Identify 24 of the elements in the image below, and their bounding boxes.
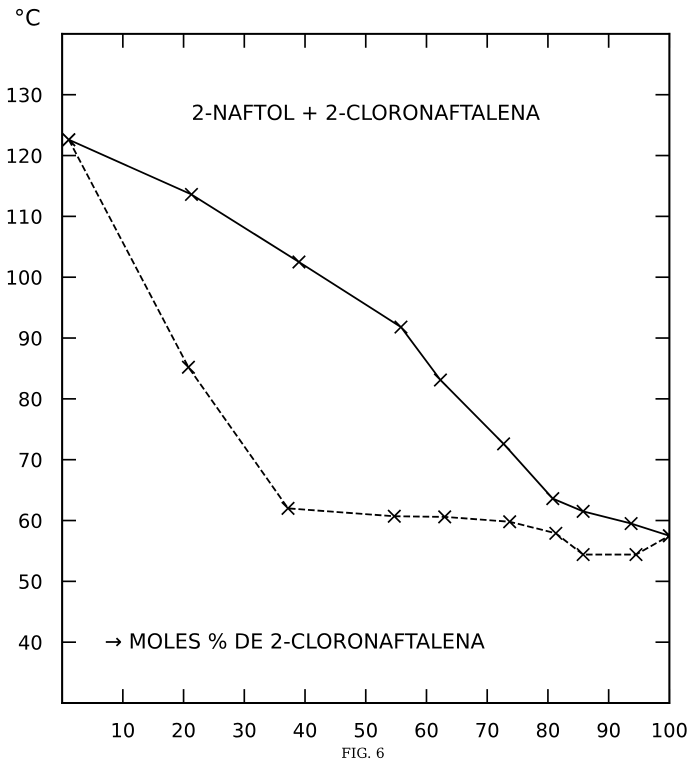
x-tick-label: 40	[294, 722, 316, 738]
x-tick-label: 90	[598, 722, 620, 738]
y-tick-label: 130	[8, 88, 42, 102]
y-tick-label: 40	[18, 635, 42, 650]
y-tick-label: 110	[8, 209, 42, 224]
text: 2-NAFTOL + 2-CLORONAFTALENA	[193, 104, 540, 120]
y-tick-label: 100	[8, 270, 42, 285]
annotation: → MOLES % DE 2-CLORONAFTALENA	[106, 633, 485, 649]
caption: FIG. 6	[342, 748, 384, 758]
x-tick-label: 20	[172, 722, 195, 738]
x-tick-label: 10	[112, 722, 134, 738]
y-tick-label: 70	[20, 452, 42, 468]
y-tick-label: 50	[19, 574, 42, 590]
x-tick-label: 70	[476, 722, 498, 738]
x-tick-label: 30	[233, 722, 256, 738]
x-tick-label: 80	[536, 722, 560, 738]
x-tick-label: 60	[415, 722, 438, 738]
y-axis-title: °C	[16, 8, 40, 26]
y-tick-label: 80	[19, 392, 42, 407]
y-tick-label: 60	[19, 513, 42, 528]
x-tick-label: 100	[652, 722, 687, 738]
y-tick-label: 90	[19, 330, 42, 346]
x-tick-label: 50	[354, 722, 377, 738]
y-tick-label: 120	[8, 148, 42, 164]
